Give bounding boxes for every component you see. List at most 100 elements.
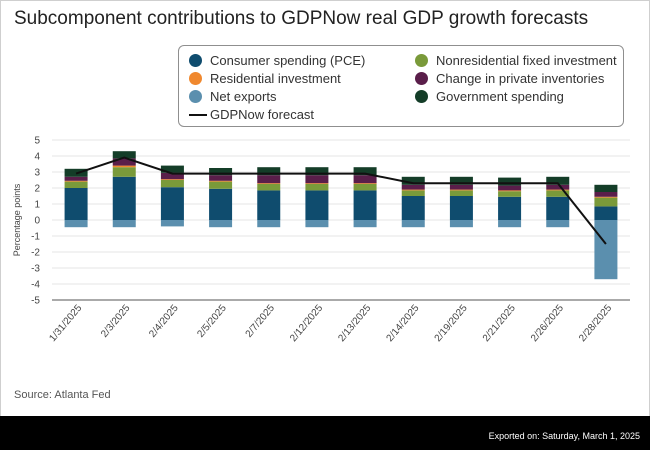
- bar-segment: [160, 165, 184, 173]
- bar-segment: [401, 184, 425, 190]
- bar-segment: [257, 184, 281, 191]
- bar-segment: [112, 158, 136, 166]
- legend-label: Net exports: [210, 89, 277, 104]
- bar-segment: [209, 168, 233, 176]
- bar-segment: [305, 190, 329, 220]
- bar-segment: [257, 220, 281, 228]
- export-timestamp: Exported on: Saturday, March 1, 2025: [488, 431, 640, 441]
- bar-segment: [498, 196, 522, 220]
- y-axis-label: Percentage points: [12, 183, 22, 256]
- x-tick-label: 2/21/2025: [481, 303, 518, 344]
- bar-segment: [209, 175, 233, 181]
- bar-segment: [449, 189, 473, 191]
- legend-dot-icon: [189, 72, 202, 85]
- legend-label: Change in private inventories: [436, 71, 605, 86]
- legend-line-icon: [189, 114, 207, 116]
- bar-segment: [401, 196, 425, 220]
- bar-segment: [257, 167, 281, 176]
- bar-segment: [546, 190, 570, 197]
- chart-plot: 5 4 3 2 1 0 -1 -2 -3 -4 -5 Percentage points 1/31/20…: [12, 136, 630, 344]
- x-tick-label: 2/13/2025: [336, 303, 373, 344]
- bar-segment: [353, 184, 377, 191]
- bar-segment: [594, 196, 618, 198]
- x-tick-label: 1/31/2025: [47, 303, 84, 344]
- bar-segment: [546, 189, 570, 191]
- x-tick-label: 2/14/2025: [385, 303, 422, 344]
- bar-segment: [498, 190, 522, 192]
- bar-segment: [64, 181, 88, 188]
- bar-segment: [498, 185, 522, 191]
- bar-segment: [112, 165, 136, 168]
- bar-segment: [449, 196, 473, 220]
- bar-segment: [112, 220, 136, 228]
- bar-segment: [401, 189, 425, 191]
- x-tick-label: 2/26/2025: [529, 303, 566, 344]
- source-note: Source: Atlanta Fed: [14, 389, 111, 401]
- bar-segment: [401, 220, 425, 228]
- x-tick-label: 2/12/2025: [288, 303, 325, 344]
- y-tick-label: -4: [31, 280, 40, 291]
- bar-segment: [160, 180, 184, 188]
- y-tick-label: 0: [34, 216, 40, 227]
- bar-segment: [594, 192, 618, 197]
- bar-segment: [353, 183, 377, 184]
- y-tick-label: 5: [34, 136, 40, 147]
- y-tick-label: 1: [34, 200, 40, 211]
- y-tick-label: -2: [31, 248, 40, 259]
- y-tick-label: -5: [31, 296, 40, 307]
- bar-segment: [209, 181, 233, 189]
- bar-segment: [401, 176, 425, 185]
- gdpnow-forecast-line: [75, 156, 607, 245]
- bar-segment: [305, 167, 329, 176]
- y-tick-label: 4: [34, 152, 40, 163]
- bar-segment: [594, 220, 618, 280]
- bar-segment: [546, 176, 570, 185]
- bar-segment: [449, 184, 473, 190]
- bar-segment: [594, 197, 618, 207]
- bar-segment: [160, 220, 184, 227]
- chart-legend: Consumer spending (PCE) Residential inve…: [178, 45, 624, 127]
- bar-segment: [257, 190, 281, 220]
- bar-segment: [594, 206, 618, 220]
- bar-segment: [305, 184, 329, 191]
- bar-segment: [209, 220, 233, 228]
- bar-segment: [160, 172, 184, 180]
- bar-segment: [64, 188, 88, 220]
- bar-segment: [64, 176, 88, 181]
- bar-segment: [546, 196, 570, 220]
- bar-segment: [498, 177, 522, 186]
- bar-segment: [594, 184, 618, 192]
- bar-segment: [160, 179, 184, 180]
- x-tick-label: 2/3/2025: [99, 303, 133, 340]
- legend-label: Nonresidential fixed investment: [436, 53, 617, 68]
- bar-segment: [353, 175, 377, 184]
- legend-dot-icon: [189, 90, 202, 103]
- bar-segment: [64, 180, 88, 182]
- bar-segment: [257, 175, 281, 184]
- legend-dot-icon: [415, 72, 428, 85]
- bar-segment: [546, 220, 570, 228]
- y-tick-label: 3: [34, 168, 40, 179]
- bar-segment: [209, 180, 233, 182]
- bar-segment: [353, 220, 377, 228]
- legend-label: Government spending: [436, 89, 564, 104]
- bar-segment: [257, 183, 281, 184]
- bar-segment: [498, 191, 522, 197]
- bar-segment: [353, 167, 377, 176]
- x-tick-label: 2/28/2025: [577, 303, 614, 344]
- bar-segment: [112, 176, 136, 220]
- chart-title: Subcomponent contributions to GDPNow rea…: [14, 8, 589, 29]
- bar-segment: [449, 176, 473, 185]
- bar-segment: [353, 190, 377, 220]
- legend-label: Consumer spending (PCE): [210, 53, 366, 68]
- y-tick-label: -3: [31, 264, 40, 275]
- legend-label: Residential investment: [210, 71, 341, 86]
- bar-segment: [401, 190, 425, 196]
- bar-segment: [305, 183, 329, 184]
- bar-segment: [112, 151, 136, 159]
- x-tick-label: 2/4/2025: [147, 303, 181, 340]
- bar-segment: [64, 220, 88, 228]
- bar-segment: [305, 220, 329, 228]
- x-tick-label: 2/5/2025: [195, 303, 229, 340]
- footer-bar: Exported on: Saturday, March 1, 2025: [0, 416, 650, 450]
